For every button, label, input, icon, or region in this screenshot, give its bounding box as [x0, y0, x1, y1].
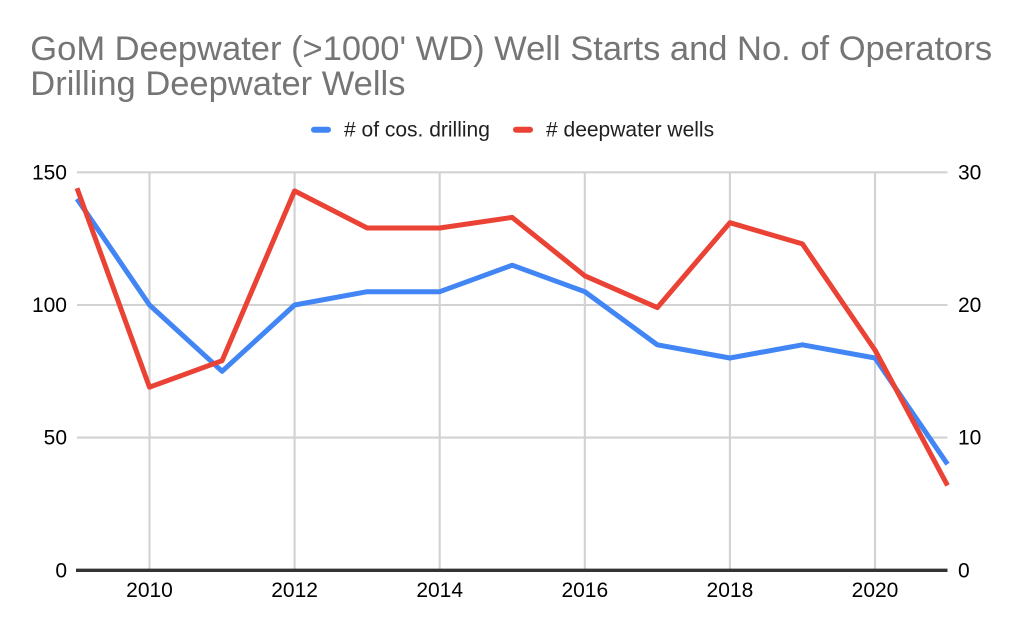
svg-text:2020: 2020: [852, 579, 899, 602]
svg-text:30: 30: [958, 161, 981, 184]
svg-text:0: 0: [958, 559, 970, 582]
svg-text:2010: 2010: [126, 579, 173, 602]
svg-text:# of cos. drilling: # of cos. drilling: [344, 119, 490, 142]
svg-text:0: 0: [55, 559, 67, 582]
svg-text:150: 150: [32, 161, 67, 184]
svg-text:Drilling Deepwater Wells: Drilling Deepwater Wells: [30, 65, 405, 103]
svg-text:20: 20: [958, 294, 981, 317]
svg-text:2018: 2018: [707, 579, 754, 602]
svg-text:2014: 2014: [416, 579, 463, 602]
svg-text:2012: 2012: [271, 579, 318, 602]
svg-text:GoM Deepwater (>1000' WD) Well: GoM Deepwater (>1000' WD) Well Starts an…: [30, 30, 992, 68]
svg-text:2016: 2016: [561, 579, 608, 602]
svg-text:# deepwater wells: # deepwater wells: [546, 119, 714, 142]
svg-text:50: 50: [44, 427, 67, 450]
svg-text:100: 100: [32, 294, 67, 317]
svg-text:10: 10: [958, 427, 981, 450]
